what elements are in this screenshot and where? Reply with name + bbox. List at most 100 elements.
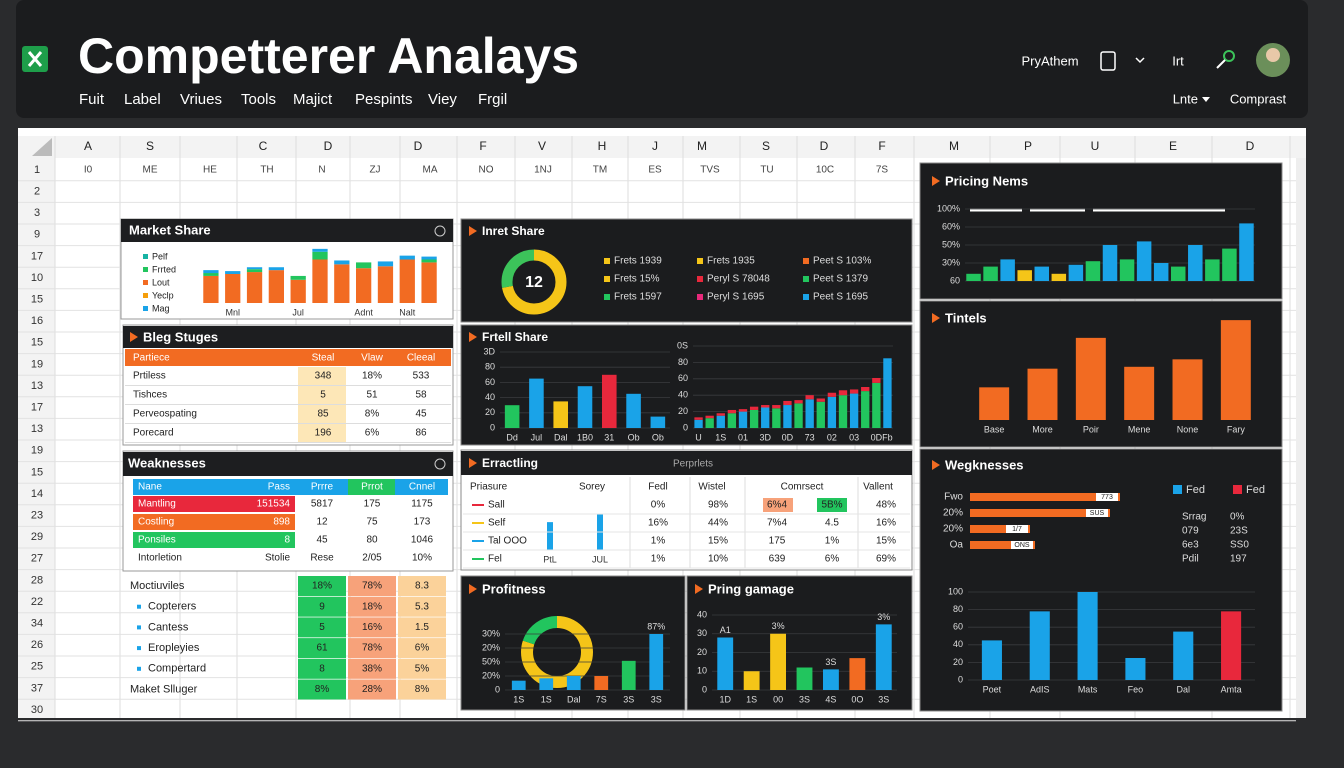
view-select[interactable]: Lnte (1173, 91, 1198, 106)
table-cell: Intorletion (138, 553, 182, 564)
table-cell: 86 (415, 428, 427, 439)
bar-segment (334, 264, 350, 303)
bar-segment (203, 273, 219, 276)
table-cell: 1175 (411, 499, 433, 510)
column-header: C (259, 139, 268, 153)
x-tick-label: Mnl (225, 307, 240, 317)
title-marker (469, 584, 477, 594)
cell-fill (348, 638, 396, 659)
menu-item[interactable]: Fuit (79, 91, 105, 108)
row-header: 15 (31, 294, 43, 306)
menu-item[interactable]: Pespints (355, 91, 413, 108)
x-tick-label: Adnt (354, 307, 373, 317)
table-header (133, 479, 448, 495)
bar-segment (694, 417, 703, 420)
scrollbar[interactable] (1296, 158, 1306, 718)
select-all[interactable] (32, 138, 52, 156)
cell: ME (143, 165, 158, 176)
table-cell: 1046 (411, 535, 434, 546)
y-tick-label: 100 (948, 586, 963, 596)
table-header-cell: Priasure (470, 482, 508, 493)
bar-segment (872, 377, 881, 383)
cell: N (318, 165, 325, 176)
data-label: 3% (772, 621, 785, 631)
menu-item[interactable]: Tools (241, 91, 276, 108)
x-tick-label: 0D (871, 432, 883, 442)
compare-button[interactable]: Comprast (1230, 91, 1287, 106)
row-header-column (18, 136, 55, 718)
bar-segment (421, 259, 437, 263)
x-tick-label: Base (984, 424, 1005, 434)
table-cell: 12 (316, 517, 328, 528)
list-item: Moctiuviles (130, 580, 185, 592)
x-tick-label: 4S (825, 694, 836, 704)
bar (770, 633, 786, 690)
title-marker (932, 176, 940, 186)
bar-segment (838, 395, 848, 428)
legend-label: Peryl S 1695 (707, 292, 765, 303)
x-tick-label: 3S (878, 694, 889, 704)
menu-item[interactable]: Viey (428, 91, 457, 108)
toolbar-label[interactable]: Irt (1172, 53, 1184, 68)
cell: 1NJ (534, 165, 552, 176)
cell: TM (593, 165, 607, 176)
data-label: A1 (720, 625, 731, 635)
x-tick-label: 73 (805, 432, 815, 442)
y-tick-label: 0 (490, 422, 495, 432)
cell-fill (298, 405, 346, 423)
panel-title: Bleg Stuges (143, 329, 218, 344)
table-cell: 78% (362, 581, 382, 592)
x-tick-label: Fary (1227, 424, 1246, 434)
menu-item[interactable]: Label (124, 91, 161, 108)
legend-swatch (803, 294, 809, 300)
y-tick-label: 100% (937, 203, 960, 213)
y-tick-label: 40 (697, 609, 707, 619)
bar (1051, 273, 1067, 281)
y-tick-label: 50% (482, 656, 500, 666)
table-cell: 1% (651, 554, 666, 565)
column-header: S (146, 139, 154, 153)
panel-title: Erractling (482, 456, 538, 470)
table-cell: 18% (312, 581, 332, 592)
table-cell: 8.3 (415, 581, 429, 592)
row-header: 17 (31, 250, 43, 262)
x-tick-label: AdIS (1030, 684, 1050, 694)
menu-item[interactable]: Vriues (180, 91, 222, 108)
cell-fill (348, 679, 396, 700)
y-tick-label: 80 (678, 357, 688, 367)
row-header: 13 (31, 423, 43, 435)
table-cell: 5 (319, 622, 325, 633)
y-tick-label: 60 (950, 275, 960, 285)
bar (553, 401, 568, 428)
legend-swatch (697, 294, 703, 300)
app-icon-mark (27, 51, 43, 67)
bar-segment (312, 259, 328, 303)
dropdown-icon[interactable] (1135, 57, 1145, 64)
row-header: 28 (31, 574, 43, 586)
x-tick-label: JUL (592, 554, 608, 564)
row-header: 3 (34, 207, 40, 219)
menu-item[interactable]: Frgil (478, 91, 507, 108)
x-tick-label: 1S (541, 694, 552, 704)
table-cell: 8 (319, 663, 325, 674)
bar (1085, 261, 1101, 281)
bar-segment (246, 267, 263, 270)
table-cell: Prtiless (133, 371, 166, 382)
table-cell: 8% (365, 409, 380, 420)
x-tick-label: 01 (738, 432, 748, 442)
list-item: Maket Slluger (130, 683, 198, 695)
search-icon[interactable] (1223, 50, 1235, 62)
y-tick-label: 40 (678, 390, 688, 400)
bar-segment (203, 275, 219, 303)
legend-swatch (604, 294, 610, 300)
legend-swatch (143, 306, 148, 311)
file-icon[interactable] (1100, 51, 1116, 71)
x-tick-label: Mats (1078, 684, 1098, 694)
user-name[interactable]: PryAthem (1021, 53, 1078, 68)
bar (547, 522, 553, 550)
menu-item[interactable]: Majict (293, 91, 333, 108)
table-cell: Tishces (133, 390, 167, 401)
bar-segment (761, 405, 770, 408)
bar-segment (727, 413, 737, 428)
table-cell: 6% (415, 643, 430, 654)
